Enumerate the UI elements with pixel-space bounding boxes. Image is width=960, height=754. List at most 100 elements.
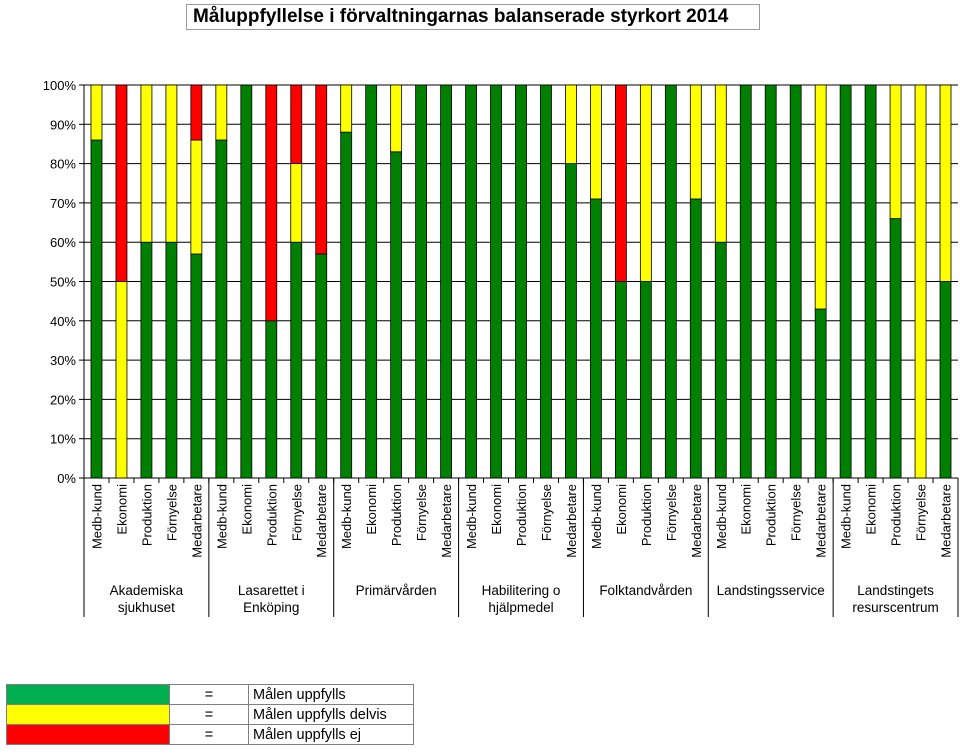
bar-segment-green	[764, 84, 777, 479]
x-tick-label: Medb-kund	[339, 484, 354, 549]
bar-segment-green	[240, 84, 253, 479]
bar-segment-yellow	[140, 84, 153, 243]
bar-segment-green	[714, 241, 727, 479]
x-tick-label: Förnyelse	[789, 484, 804, 541]
bar-segment-green	[265, 320, 278, 479]
bar-segment-yellow	[714, 84, 727, 243]
bar-segment-yellow	[90, 84, 103, 141]
bar-segment-green	[440, 84, 452, 479]
x-tick-label: Ekonomi	[739, 484, 754, 535]
bar-segment-yellow	[814, 84, 827, 310]
bar-segment-green	[839, 84, 852, 479]
legend-equals: =	[169, 724, 249, 745]
chart-title: Måluppfyllelse i förvaltningarnas balans…	[186, 4, 760, 30]
group-label: Primärvården	[356, 583, 437, 598]
group-label: Enköping	[243, 600, 299, 615]
bar-segment-green	[140, 241, 153, 479]
bar-segment-green	[664, 84, 677, 479]
bar-segment-green	[540, 84, 552, 479]
legend-row-green: = Målen uppfylls	[6, 684, 414, 705]
group-label: Landstingsservice	[717, 583, 825, 598]
bar-segment-green	[565, 163, 577, 479]
bar-segment-yellow	[590, 84, 602, 200]
bar-segment-yellow	[290, 163, 303, 243]
x-tick-label: Produktion	[889, 484, 904, 546]
y-tick-label: 70%	[50, 196, 76, 211]
y-tick-label: 60%	[50, 235, 76, 250]
x-tick-label: Förnyelse	[289, 484, 304, 541]
legend-label-green: Målen uppfylls	[248, 684, 414, 705]
group-label: sjukhuset	[118, 600, 175, 615]
y-tick-label: 90%	[50, 117, 76, 132]
bar-segment-yellow	[939, 84, 952, 282]
group-label: Landstingets	[857, 583, 934, 598]
x-tick-label: Produktion	[639, 484, 654, 546]
bar-segment-yellow	[565, 84, 577, 164]
bar-segment-green	[90, 139, 103, 479]
x-tick-label: Ekonomi	[364, 484, 379, 535]
bar-segment-green	[365, 84, 378, 479]
bar-segment-yellow	[190, 139, 203, 255]
y-tick-label: 50%	[50, 275, 76, 290]
bar-segment-yellow	[639, 84, 652, 282]
group-label: Habilitering o	[482, 583, 561, 598]
y-tick-label: 100%	[43, 78, 77, 93]
bar-segment-green	[639, 281, 652, 479]
x-tick-label: Ekonomi	[489, 484, 504, 535]
y-tick-label: 0%	[57, 471, 76, 486]
group-label: Folktandvården	[599, 583, 692, 598]
group-label: Akademiska	[110, 583, 184, 598]
bar-segment-green	[614, 281, 627, 479]
bar-segment-green	[814, 308, 827, 479]
bar-segment-green	[215, 139, 228, 479]
x-tick-label: Medb-kund	[589, 484, 604, 549]
x-tick-label: Förnyelse	[414, 484, 429, 541]
bar-segment-green	[340, 131, 353, 479]
x-tick-label: Medarbetare	[939, 484, 954, 558]
bar-segment-yellow	[165, 84, 178, 243]
bar-segment-green	[290, 241, 303, 479]
bar-segment-green	[490, 84, 502, 479]
x-tick-label: Medarbetare	[314, 484, 329, 558]
bar-segment-green	[390, 151, 403, 479]
x-tick-label: Medb-kund	[839, 484, 854, 549]
legend-swatch-yellow	[6, 704, 170, 725]
legend: = Målen uppfylls = Målen uppfylls delvis…	[6, 684, 414, 745]
legend-swatch-red	[6, 724, 170, 745]
bar-segment-red	[315, 84, 328, 255]
x-tick-label: Förnyelse	[914, 484, 929, 541]
bar-segment-red	[265, 84, 278, 322]
bar-segment-green	[739, 84, 752, 479]
x-tick-label: Medb-kund	[89, 484, 104, 549]
bar-segment-green	[315, 253, 328, 479]
x-tick-label: Medarbetare	[689, 484, 704, 558]
bar-segment-yellow	[914, 84, 927, 479]
legend-row-red: = Målen uppfylls ej	[6, 724, 414, 745]
x-tick-label: Produktion	[264, 484, 279, 546]
x-tick-label: Förnyelse	[539, 484, 554, 541]
y-tick-label: 30%	[50, 353, 76, 368]
x-tick-label: Medarbetare	[439, 484, 454, 558]
x-tick-label: Ekonomi	[614, 484, 629, 535]
y-tick-label: 10%	[50, 432, 76, 447]
group-label: Lasarettet i	[238, 583, 305, 598]
legend-equals: =	[169, 684, 249, 705]
bar-segment-green	[590, 198, 602, 479]
y-tick-label: 40%	[50, 314, 76, 329]
group-label: hjälpmedel	[488, 600, 553, 615]
bar-segment-red	[614, 84, 627, 282]
x-tick-label: Produktion	[764, 484, 779, 546]
x-tick-label: Medarbetare	[814, 484, 829, 558]
stacked-bar-chart: 0% 10% 20% 30% 40% 50% 60% 70% 80% 90% 100% Medb-ku…	[43, 78, 959, 617]
x-tick-label: Medb-kund	[464, 484, 479, 549]
bar-segment-red	[190, 84, 203, 141]
bar-segment-green	[689, 198, 702, 479]
x-tick-label: Medarbetare	[564, 484, 579, 558]
bar-segment-green	[415, 84, 428, 479]
bar-segment-green	[939, 281, 952, 479]
legend-row-yellow: = Målen uppfylls delvis	[6, 704, 414, 725]
x-tick-label: Medb-kund	[714, 484, 729, 549]
bar-segment-green	[465, 84, 477, 479]
legend-equals: =	[169, 704, 249, 725]
bar-segment-green	[789, 84, 802, 479]
